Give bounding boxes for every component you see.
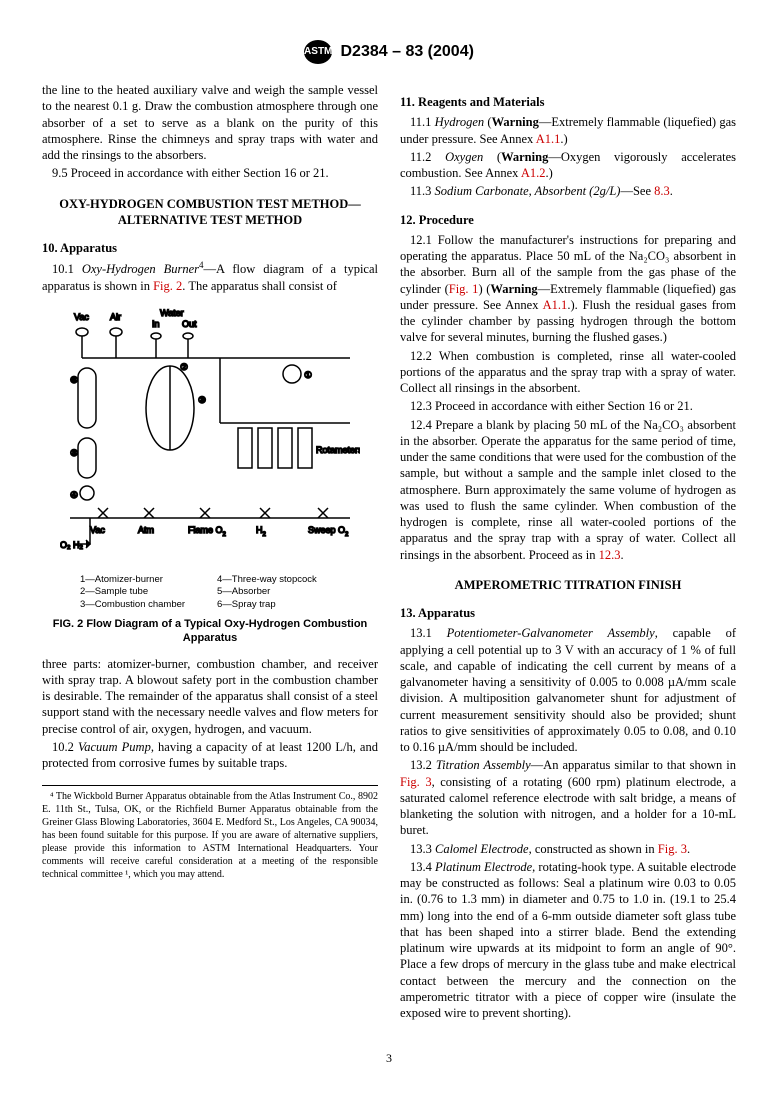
amp-title: AMPEROMETRIC TITRATION FINISH — [400, 577, 736, 593]
astm-logo: ASTM — [304, 40, 332, 64]
p-13-3: 13.3 Calomel Electrode, constructed as s… — [400, 841, 736, 857]
svg-text:⑤: ⑤ — [70, 448, 78, 458]
s12-title: 12. Procedure — [400, 212, 736, 228]
p-11-3: 11.3 Sodium Carbonate, Absorbent (2g/L)—… — [400, 183, 736, 199]
svg-text:①: ① — [304, 370, 312, 380]
p-13-1: 13.1 Potentiometer-Galvanometer Assembly… — [400, 625, 736, 755]
p-10-2: 10.2 Vacuum Pump, having a capacity of a… — [42, 739, 378, 772]
svg-text:Flame O2: Flame O2 — [188, 525, 227, 538]
body-columns: the line to the heated auxiliary valve a… — [42, 82, 736, 1023]
svg-text:Vac: Vac — [74, 312, 89, 322]
p-12-3: 12.3 Proceed in accordance with either S… — [400, 398, 736, 414]
s13-title: 13. Apparatus — [400, 605, 736, 621]
p-9-5: 9.5 Proceed in accordance with either Se… — [42, 165, 378, 181]
p-12-4: 12.4 Prepare a blank by placing 50 mL of… — [400, 417, 736, 563]
s10-title: 10. Apparatus — [42, 240, 378, 256]
svg-text:Rotameters: Rotameters — [316, 445, 360, 455]
svg-text:H2: H2 — [256, 525, 267, 538]
svg-text:Atm: Atm — [138, 525, 154, 535]
svg-text:Air: Air — [110, 312, 121, 322]
figure-2: Vac Air Water In Out ⑥ ⑤ ④ — [42, 308, 378, 646]
p-10-1: 10.1 Oxy-Hydrogen Burner4—A flow diagram… — [42, 260, 378, 294]
p-12-2: 12.2 When combustion is completed, rinse… — [400, 348, 736, 397]
svg-text:③: ③ — [198, 395, 206, 405]
figure-caption: FIG. 2 Flow Diagram of a Typical Oxy-Hyd… — [42, 617, 378, 646]
svg-text:O₂ H₂: O₂ H₂ — [60, 540, 83, 550]
p-11-1: 11.1 Hydrogen (Warning—Extremely flammab… — [400, 114, 736, 147]
p-12-1: 12.1 Follow the manufacturer's instructi… — [400, 232, 736, 346]
s11-title: 11. Reagents and Materials — [400, 94, 736, 110]
method-title: OXY-HYDROGEN COMBUSTION TEST METHOD— ALT… — [42, 196, 378, 229]
p-11-2: 11.2 Oxygen (Warning—Oxygen vigorously a… — [400, 149, 736, 182]
figure-legend: 1—Atomizer-burner 2—Sample tube 3—Combus… — [80, 574, 340, 611]
page-number: 3 — [42, 1051, 736, 1067]
svg-text:②: ② — [180, 362, 188, 372]
svg-text:Sweep O2: Sweep O2 — [308, 525, 349, 538]
p-cont1: three parts: atomizer-burner, combustion… — [42, 656, 378, 737]
designation: D2384 – 83 (2004) — [341, 43, 474, 60]
svg-text:In: In — [152, 319, 160, 329]
svg-text:Out: Out — [182, 319, 197, 329]
p-intro1: the line to the heated auxiliary valve a… — [42, 82, 378, 163]
svg-text:⑥: ⑥ — [70, 375, 78, 385]
svg-text:Water: Water — [160, 308, 184, 318]
document-header: ASTM D2384 – 83 (2004) — [42, 40, 736, 64]
footnote-4: ⁴ The Wickbold Burner Apparatus obtainab… — [42, 785, 378, 881]
p-13-2: 13.2 Titration Assembly—An apparatus sim… — [400, 757, 736, 838]
svg-text:④: ④ — [70, 490, 78, 500]
svg-text:Vac: Vac — [90, 525, 105, 535]
p-13-4: 13.4 Platinum Electrode, rotating-hook t… — [400, 859, 736, 1022]
